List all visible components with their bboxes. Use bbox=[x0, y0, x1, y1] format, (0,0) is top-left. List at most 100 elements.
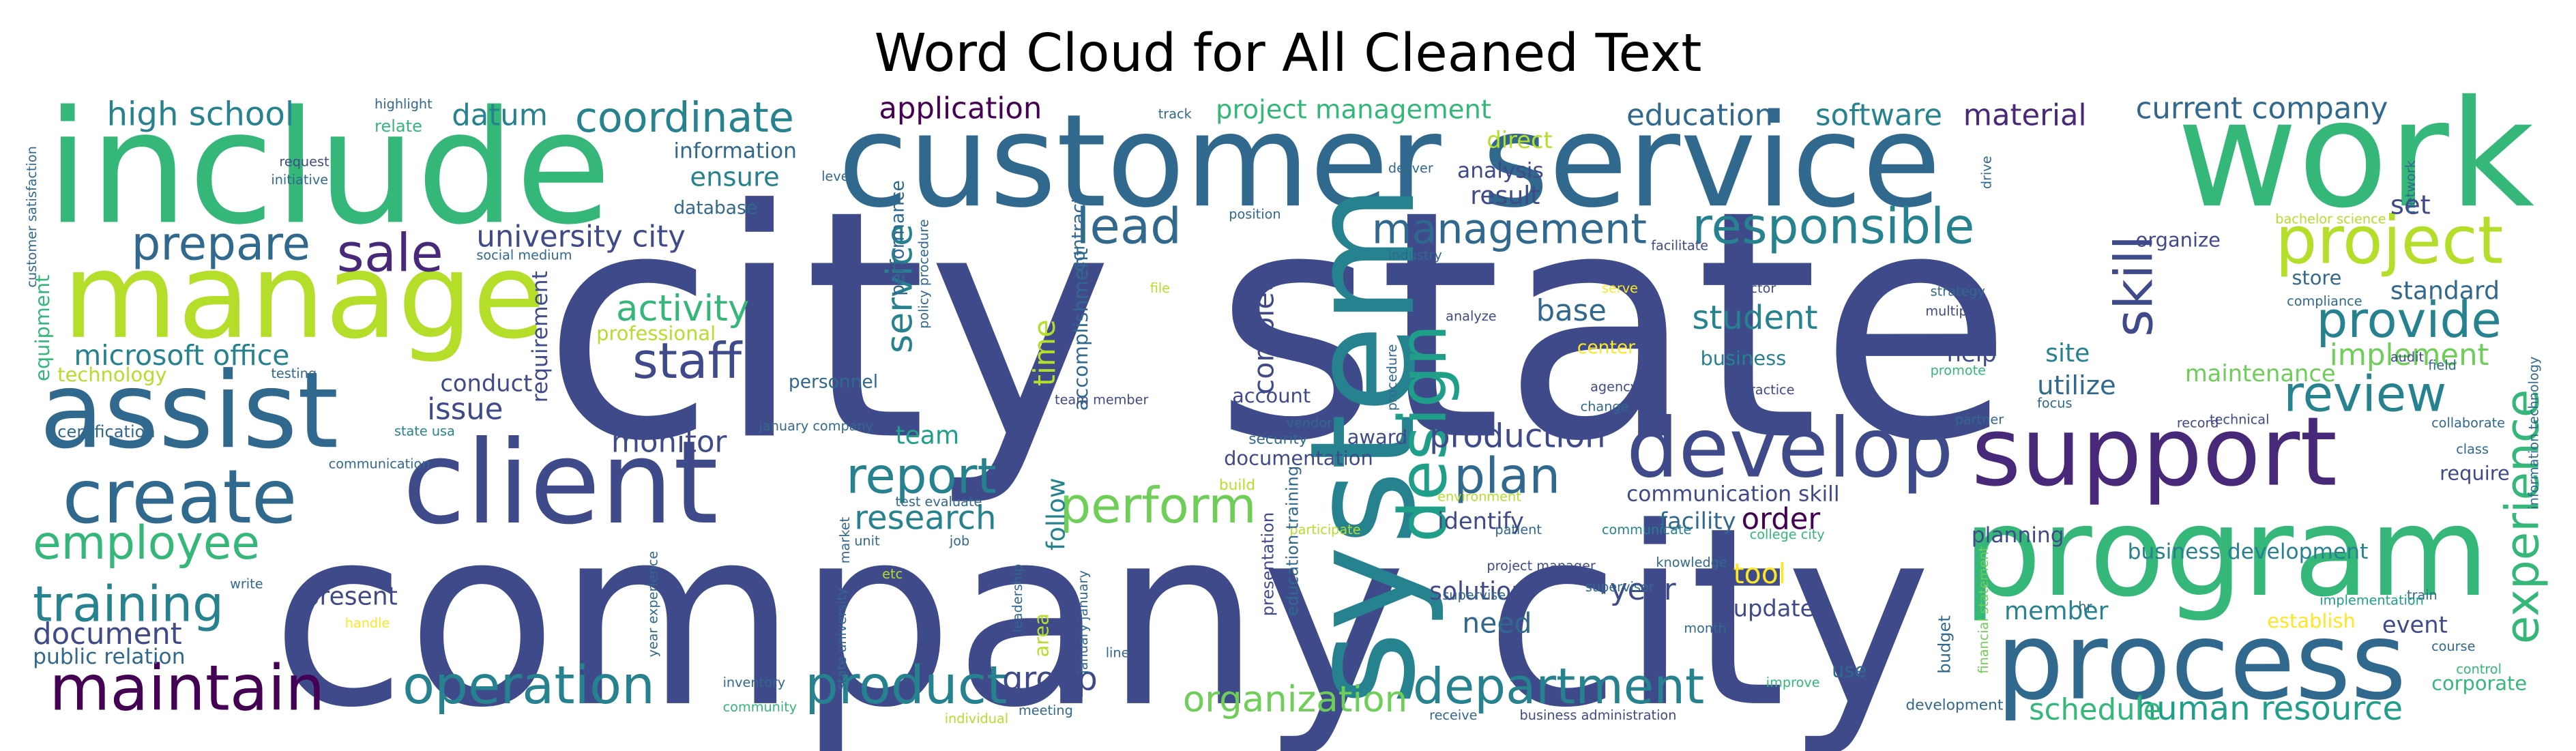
word: professional bbox=[596, 322, 716, 345]
word: job bbox=[949, 533, 969, 549]
word: business development bbox=[2128, 540, 2369, 564]
word: market bbox=[837, 516, 853, 563]
word: area bbox=[1029, 613, 1053, 657]
word: support bbox=[1972, 396, 2337, 507]
word: test evaluate bbox=[895, 494, 982, 510]
word: leadership bbox=[1010, 564, 1025, 633]
word: handle bbox=[345, 615, 390, 631]
word: etc bbox=[882, 566, 903, 582]
word: order bbox=[1742, 503, 1821, 537]
word: education training bbox=[1283, 466, 1302, 616]
word: skill bbox=[2104, 235, 2165, 337]
word: coordinate bbox=[575, 94, 794, 142]
word: facilitate bbox=[1651, 237, 1708, 253]
word: university city bbox=[476, 220, 686, 254]
word: product bbox=[805, 655, 1007, 716]
word: build bbox=[1219, 477, 1255, 494]
word: vendor bbox=[1287, 415, 1332, 430]
word: schedule bbox=[2029, 693, 2161, 727]
word: testing bbox=[271, 366, 317, 381]
word: highlight bbox=[375, 96, 433, 112]
word: knowledge bbox=[1656, 555, 1727, 570]
word: management bbox=[1372, 206, 1647, 254]
word: report bbox=[846, 448, 997, 505]
word: process bbox=[1996, 600, 2406, 724]
word: perform bbox=[1059, 477, 1256, 535]
word: document bbox=[33, 617, 182, 651]
word: relate bbox=[375, 117, 422, 136]
word: month bbox=[1684, 620, 1726, 636]
word: maintain bbox=[49, 652, 325, 725]
word: event bbox=[2382, 611, 2448, 638]
word: community bbox=[723, 699, 797, 715]
word: training bbox=[33, 576, 224, 634]
word: technical bbox=[2210, 412, 2269, 428]
word: city state bbox=[542, 143, 2013, 510]
word: set bbox=[2390, 190, 2431, 220]
word: strategy bbox=[1931, 284, 1985, 299]
word: position bbox=[1229, 207, 1280, 222]
word: business administration bbox=[1520, 707, 1677, 723]
chart-title: Word Cloud for All Cleaned Text bbox=[875, 23, 1702, 84]
word: information technology bbox=[2526, 357, 2542, 510]
word: experience bbox=[2496, 389, 2549, 645]
word: college city bbox=[1750, 527, 1825, 542]
word: receive bbox=[1429, 707, 1477, 723]
word: year bbox=[1610, 573, 1676, 607]
word: policy procedure bbox=[916, 219, 932, 328]
word: use bbox=[1832, 658, 1867, 681]
word: student bbox=[1692, 299, 1817, 337]
word: unit bbox=[854, 533, 880, 549]
word: conduct bbox=[440, 370, 532, 396]
word: line bbox=[1106, 645, 1130, 661]
word: initiative bbox=[271, 172, 328, 188]
word: standard bbox=[2390, 276, 2500, 306]
word: serve bbox=[1602, 280, 1638, 296]
word: manage bbox=[63, 227, 546, 365]
word: material bbox=[1963, 98, 2087, 132]
word: operation bbox=[402, 655, 655, 716]
word: need bbox=[1462, 606, 1532, 639]
word: implement bbox=[2330, 338, 2489, 372]
word: supervise bbox=[1442, 587, 1506, 603]
word: participate bbox=[1289, 522, 1360, 538]
word: record bbox=[2177, 415, 2219, 430]
word: communicate bbox=[1602, 522, 1691, 538]
word: base bbox=[1536, 294, 1607, 328]
word: january january bbox=[1075, 570, 1091, 674]
word: promote bbox=[1931, 362, 1986, 378]
word: software bbox=[1815, 98, 1942, 132]
word: application bbox=[879, 92, 1042, 126]
word: organization bbox=[1183, 679, 1407, 720]
word: security bbox=[1248, 430, 1308, 447]
word: system bbox=[1278, 184, 1447, 707]
word: change bbox=[1581, 398, 1629, 414]
word: financial statement bbox=[1976, 546, 1991, 674]
word: direct bbox=[1487, 127, 1552, 153]
word: microsoft office bbox=[74, 339, 289, 372]
word: train bbox=[2407, 587, 2438, 603]
word: employee bbox=[33, 516, 260, 570]
word: certification bbox=[57, 422, 155, 441]
word: responsible bbox=[1692, 198, 1974, 256]
word: level bbox=[821, 168, 853, 184]
word: member bbox=[2004, 596, 2109, 625]
word: sale bbox=[337, 223, 443, 284]
word: procedure bbox=[1384, 344, 1400, 411]
word: contract bbox=[1068, 196, 1089, 271]
word: budget bbox=[1935, 615, 1954, 673]
word: create bbox=[63, 454, 297, 540]
word: award bbox=[1347, 425, 1408, 448]
word: deliver bbox=[1388, 160, 1433, 176]
word: accomplishment bbox=[1069, 248, 1092, 411]
word: class bbox=[2456, 441, 2489, 457]
word: high school bbox=[107, 95, 295, 133]
word: state university bbox=[834, 588, 849, 690]
word: follow bbox=[1041, 477, 1070, 550]
word: activity bbox=[616, 288, 749, 329]
word: solution bbox=[1429, 576, 1527, 606]
word: require bbox=[2440, 461, 2510, 484]
word: datum bbox=[452, 98, 548, 132]
